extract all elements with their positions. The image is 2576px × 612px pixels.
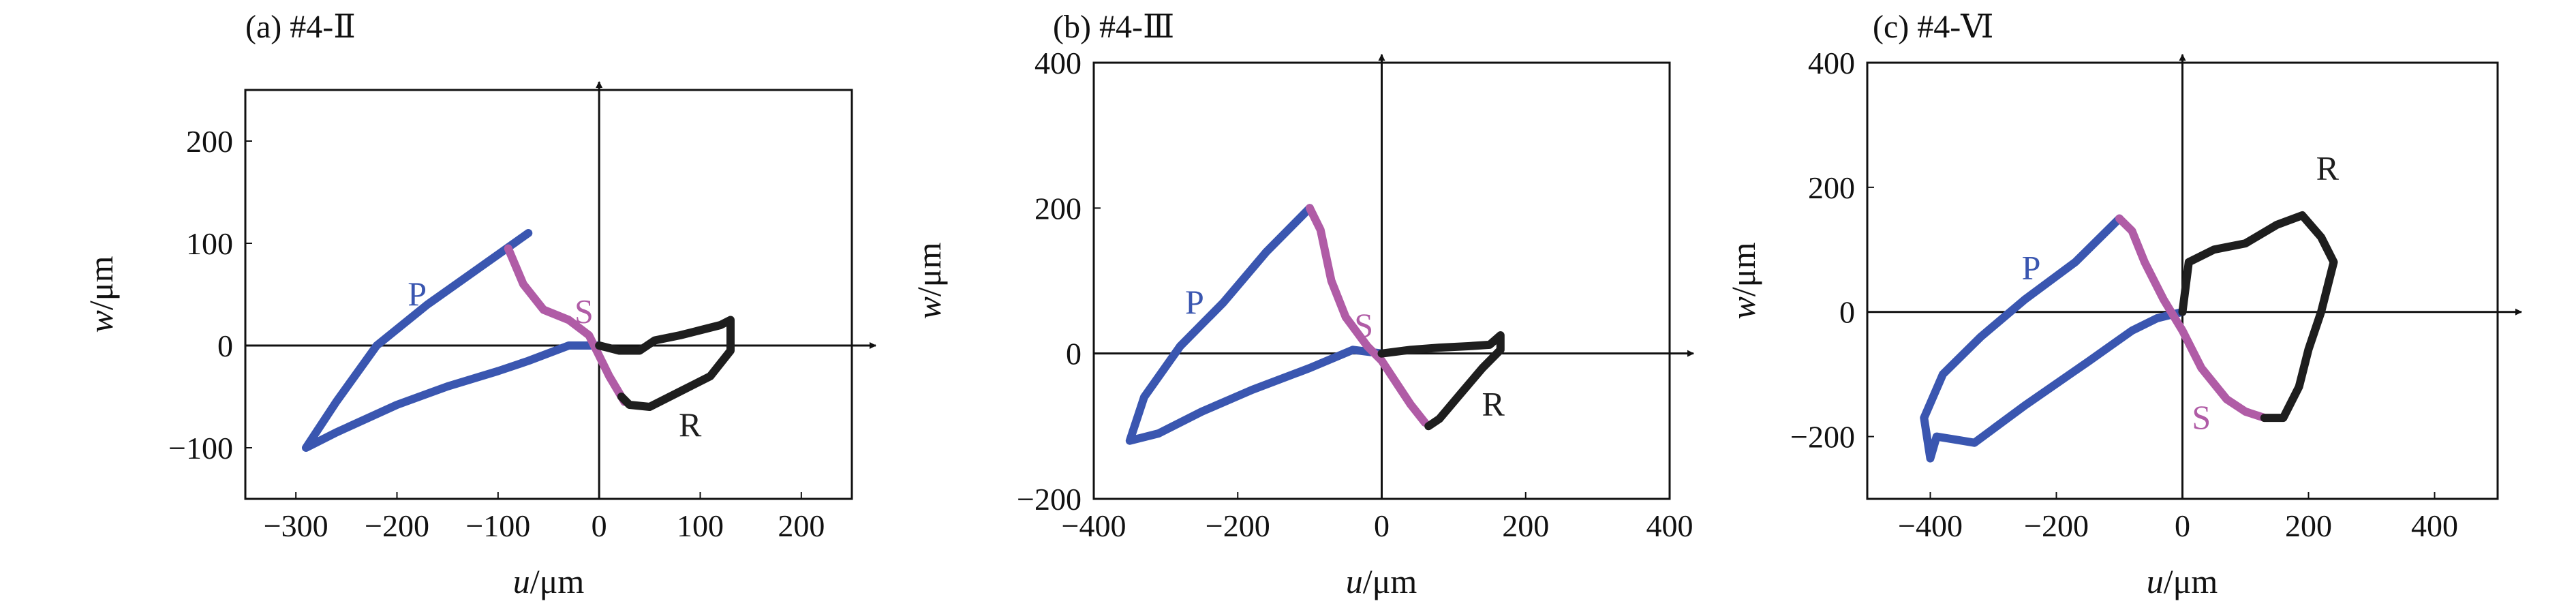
trajectory-curves: P S R <box>302 229 735 452</box>
series-S-curve <box>504 244 629 406</box>
series-S-curve <box>2115 214 2269 423</box>
series-R-label: R <box>679 406 702 444</box>
series-S-label: S <box>1354 306 1373 344</box>
x-tick-label: 200 <box>2285 508 2332 543</box>
series-R-curve <box>1377 331 1505 431</box>
series-R-curve <box>595 316 735 411</box>
series-S-label: S <box>574 292 594 331</box>
y-axis-title: w/μm <box>82 256 120 333</box>
x-axis-title: u/μm <box>513 562 585 600</box>
tick-labels: −400 −200 0 200 400 −200 0 200 400 <box>1790 46 2458 543</box>
y-tick-label: 0 <box>217 328 233 363</box>
x-tick-label: 0 <box>2175 508 2190 543</box>
series-S-curve <box>1305 204 1429 427</box>
series-R-label: R <box>2316 149 2340 187</box>
y-tick-label: −200 <box>1017 482 1082 517</box>
series-P-curve <box>1920 214 2187 463</box>
x-tick-label: 0 <box>592 508 607 543</box>
y-tick-label: −100 <box>168 431 233 465</box>
y-tick-label: 0 <box>1066 337 1082 371</box>
x-tick-label: −400 <box>1062 508 1126 543</box>
y-tick-label: 400 <box>1808 46 1855 80</box>
y-tick-label: 100 <box>186 226 233 261</box>
series-P-label: P <box>2022 249 2041 287</box>
y-tick-label: 200 <box>1808 170 1855 205</box>
x-tick-label: 100 <box>677 508 724 543</box>
y-tick-label: 400 <box>1034 46 1082 80</box>
x-axis-title: u/μm <box>1346 562 1417 600</box>
x-tick-label: 0 <box>1374 508 1390 543</box>
x-axis-title: u/μm <box>2147 562 2218 600</box>
x-tick-label: −200 <box>365 508 429 543</box>
panel-a: (a) #4-Ⅱ −300 −200 −100 0 100 200−1000100200 … <box>82 9 876 600</box>
panel-label: (c) #4-Ⅵ <box>1873 9 1994 45</box>
series-P-label: P <box>408 275 427 313</box>
y-tick-label: 0 <box>1839 295 1855 330</box>
series-R-curve <box>2178 211 2338 423</box>
trajectory-curves: P S R <box>1920 149 2340 463</box>
x-tick-label: 200 <box>1502 508 1549 543</box>
y-axis-title: w/μm <box>1724 242 1762 319</box>
series-P-curve <box>302 229 604 452</box>
series-S-label: S <box>2192 398 2211 436</box>
x-tick-label: 200 <box>778 508 825 543</box>
x-tick-label: −200 <box>1206 508 1270 543</box>
y-tick-label: −200 <box>1790 420 1855 455</box>
panel-label: (a) #4-Ⅱ <box>245 9 356 45</box>
x-tick-label: 400 <box>2411 508 2458 543</box>
y-axis-title: w/μm <box>910 242 948 319</box>
x-tick-label: −100 <box>465 508 530 543</box>
y-tick-label: 200 <box>186 124 233 159</box>
x-tick-label: −400 <box>1898 508 1963 543</box>
series-P-curve <box>1125 204 1386 445</box>
panel-label: (b) #4-Ⅲ <box>1053 9 1174 45</box>
tick-labels: −300 −200 −100 0 100 200 −100 0 100 200 <box>168 124 825 543</box>
x-tick-label: −300 <box>264 508 328 543</box>
x-tick-label: −200 <box>2024 508 2089 543</box>
series-P-label: P <box>1185 283 1204 321</box>
y-tick-label: 200 <box>1034 191 1082 226</box>
plot-frame <box>244 89 853 500</box>
trajectory-curves: P S R <box>1125 204 1505 445</box>
series-R-label: R <box>1482 384 1505 423</box>
x-tick-label: 400 <box>1646 508 1693 543</box>
